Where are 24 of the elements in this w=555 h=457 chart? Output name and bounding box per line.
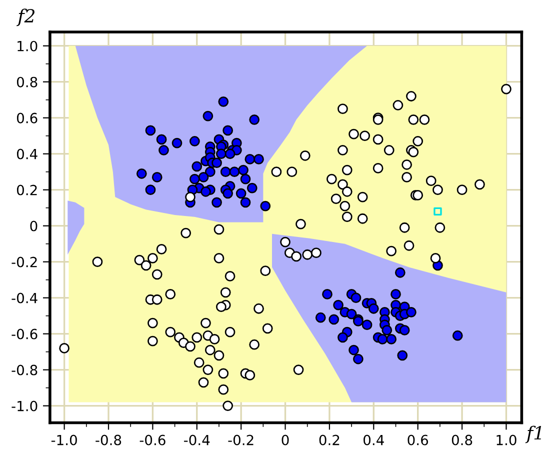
x-tick-label: -1.0 (51, 434, 77, 446)
y-tick-label: -0.6 (12, 328, 38, 340)
y-tick-label: -1.0 (12, 400, 38, 412)
y-tick-label: 0.2 (16, 184, 37, 196)
x-tick-label: 0 (282, 434, 289, 446)
y-tick-label: 0.4 (16, 148, 38, 160)
y-tick-label: 0.6 (16, 112, 38, 124)
x-tick-label: 0.2 (319, 434, 340, 446)
x-axis-title: f1 (525, 426, 542, 444)
y-tick-label: 0 (30, 220, 38, 232)
x-tick-label: 0.8 (452, 434, 472, 446)
y-tick-label: -0.8 (12, 364, 38, 376)
y-axis-title: f2 (16, 8, 35, 26)
y-tick-label: 1.0 (18, 40, 38, 52)
y-tick-label: 0.8 (16, 76, 38, 88)
x-tick-label: 0.4 (364, 434, 384, 446)
y-tick-label: -0.4 (12, 292, 38, 304)
y-tick-label: -0.2 (12, 256, 37, 268)
x-tick-label: -0.4 (184, 434, 210, 446)
x-tick-label: -0.8 (96, 434, 122, 446)
x-tick-label: -0.6 (140, 434, 166, 446)
x-tick-label: 1.0 (496, 434, 516, 446)
x-tick-label: 0.6 (408, 434, 428, 446)
x-tick-label: -0.2 (228, 434, 254, 446)
